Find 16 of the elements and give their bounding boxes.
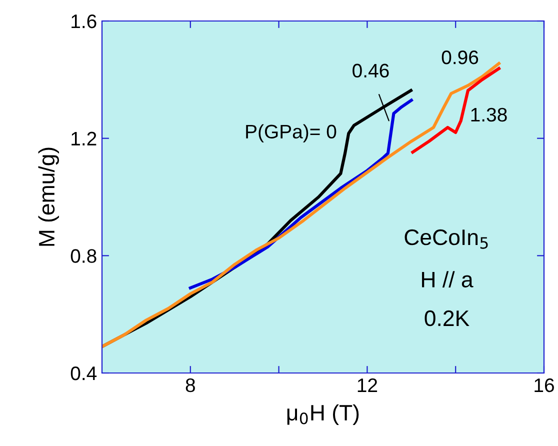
x-axis-title: μ$_{0}$H (T) bbox=[287, 404, 359, 426]
y-tick-label: 1.6 bbox=[72, 14, 96, 28]
x-tick-label: 12 bbox=[358, 378, 378, 392]
annotation: CeCoIn$_{5}$ bbox=[404, 229, 488, 249]
annotation: 0.2K bbox=[424, 310, 470, 326]
y-tick-label: 1.2 bbox=[72, 132, 96, 146]
annotation: H // a bbox=[422, 271, 474, 288]
annotation: 0.96 bbox=[442, 50, 478, 64]
annotation: 0.46 bbox=[352, 64, 389, 78]
y-axis-title: M (emu/g) bbox=[38, 148, 59, 246]
annotation: 1.38 bbox=[471, 108, 507, 122]
y-tick-label: 0.8 bbox=[70, 249, 96, 263]
annotation: P(GPa)= 0 bbox=[246, 124, 336, 142]
x-tick-label: 8 bbox=[186, 378, 195, 392]
y-tick-label: 0.4 bbox=[70, 366, 97, 380]
x-tick-label: 16 bbox=[534, 378, 554, 392]
